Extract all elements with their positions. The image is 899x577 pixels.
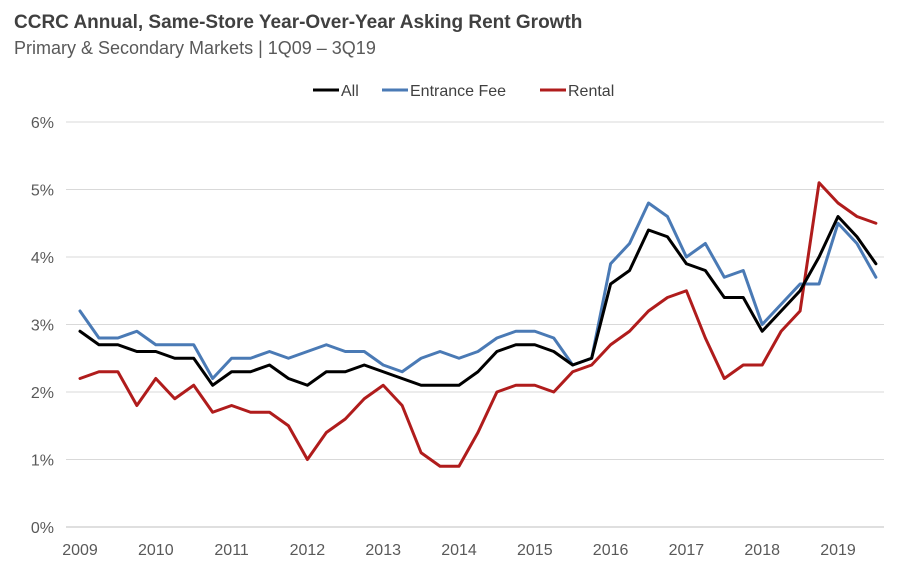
y-tick-label: 0% [31,520,54,537]
y-tick-label: 1% [31,453,54,470]
x-tick-label: 2015 [517,542,553,559]
legend-label-entrance-fee: Entrance Fee [410,83,506,100]
x-tick-label: 2019 [820,542,856,559]
legend-label-all: All [341,83,359,100]
y-tick-label: 3% [31,318,54,335]
series-line-rental [78,181,878,468]
chart-subtitle: Primary & Secondary Markets | 1Q09 – 3Q1… [14,38,376,58]
x-tick-label: 2014 [441,542,477,559]
y-tick-label: 6% [31,115,54,132]
legend: All Entrance Fee Rental [313,83,614,100]
x-tick-label: 2013 [365,542,401,559]
y-tick-label: 4% [31,250,54,267]
y-tick-label: 5% [31,183,54,200]
x-tick-label: 2016 [593,542,629,559]
x-tick-label: 2010 [138,542,174,559]
series-line-entrance-fee [78,201,878,380]
gridlines [66,121,884,528]
x-tick-label: 2009 [62,542,98,559]
series-lines [78,181,878,468]
series-line-all [78,215,878,387]
x-tick-label: 2011 [214,542,249,559]
y-axis-ticks: 0% 1% 2% 3% 4% 5% 6% [31,115,54,537]
x-tick-label: 2017 [669,542,705,559]
x-tick-label: 2012 [290,542,326,559]
x-tick-label: 2018 [744,542,780,559]
y-tick-label: 2% [31,385,54,402]
legend-label-rental: Rental [568,83,614,100]
chart-title: CCRC Annual, Same-Store Year-Over-Year A… [14,12,583,33]
x-axis-ticks: 2009 2010 2011 2012 2013 2014 2015 2016 2017 2018… [62,542,856,559]
